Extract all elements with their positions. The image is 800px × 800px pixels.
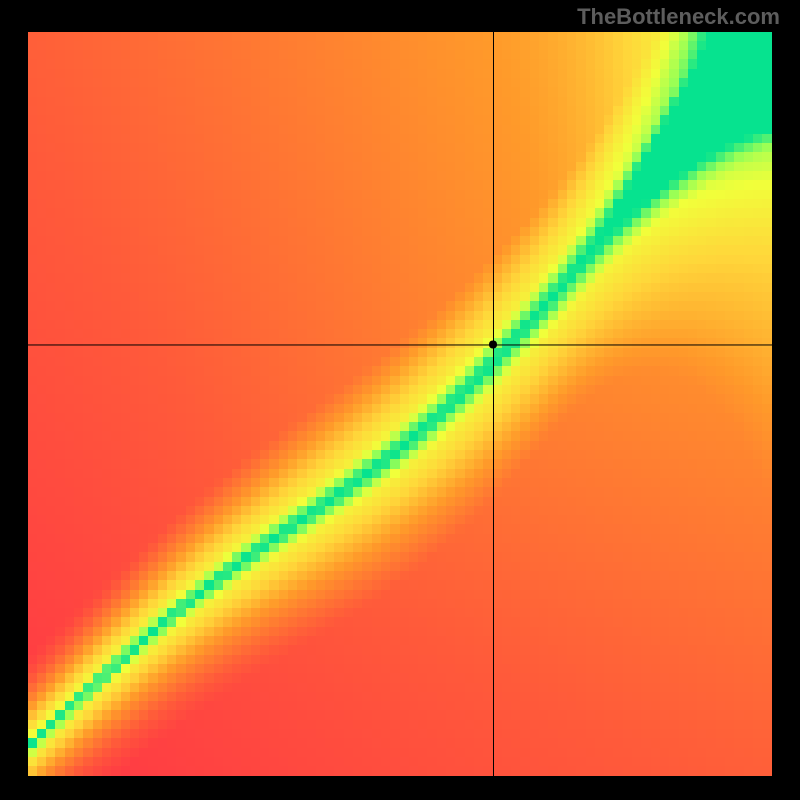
watermark-text: TheBottleneck.com — [577, 4, 780, 30]
chart-container: { "watermark": { "text": "TheBottleneck.… — [0, 0, 800, 800]
bottleneck-heatmap — [28, 32, 772, 776]
